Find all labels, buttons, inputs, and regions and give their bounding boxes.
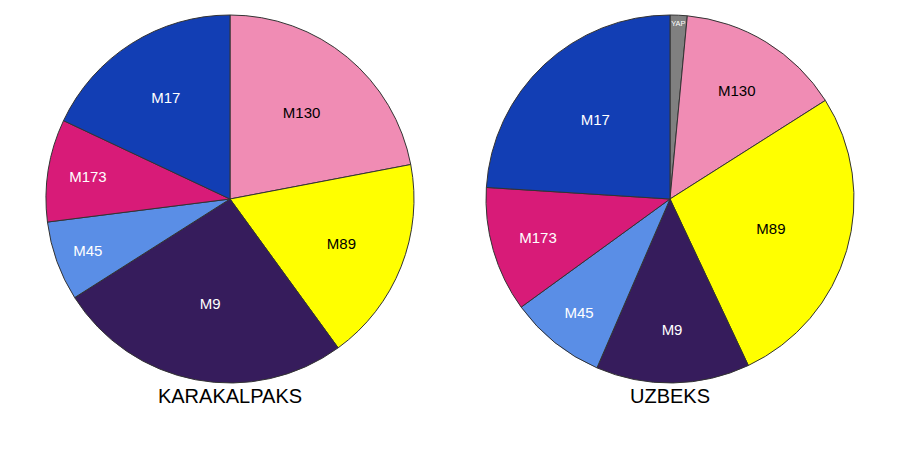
svg-text:M9: M9: [200, 295, 221, 312]
svg-text:M130: M130: [718, 82, 756, 99]
svg-text:M17: M17: [151, 89, 180, 106]
svg-text:M130: M130: [283, 104, 321, 121]
svg-text:M173: M173: [69, 168, 107, 185]
svg-text:M9: M9: [662, 321, 683, 338]
svg-text:M89: M89: [756, 220, 785, 237]
svg-text:M89: M89: [327, 235, 356, 252]
svg-text:M45: M45: [564, 304, 593, 321]
svg-text:YAP: YAP: [671, 19, 685, 28]
svg-text:M45: M45: [73, 242, 102, 259]
svg-text:UZBEKS: UZBEKS: [630, 385, 710, 407]
svg-text:KARAKALPAKS: KARAKALPAKS: [158, 385, 302, 407]
svg-text:M17: M17: [581, 111, 610, 128]
svg-text:M173: M173: [519, 229, 557, 246]
